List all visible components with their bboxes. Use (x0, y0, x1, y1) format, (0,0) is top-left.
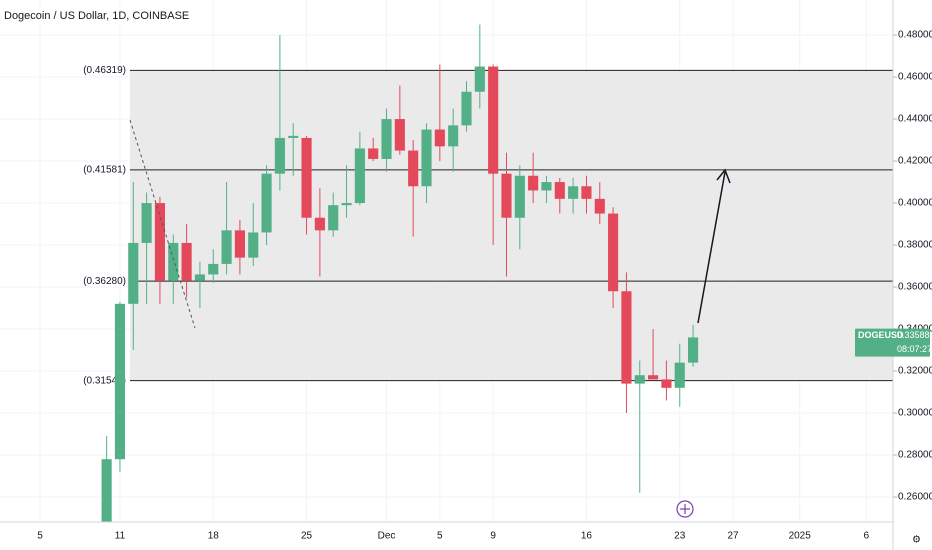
arrow-head (716, 168, 731, 184)
candle-body (421, 129, 432, 187)
candle-body (341, 203, 352, 206)
y-tick-label: 0.42000 (898, 156, 932, 167)
candle-body (221, 230, 232, 264)
x-tick-label: 11 (115, 531, 126, 542)
candle-body (181, 242, 192, 281)
y-tick-label: 0.30000 (898, 408, 932, 419)
candle-body (688, 337, 699, 363)
x-tick-label: 5 (37, 531, 43, 542)
candle-body (168, 242, 179, 281)
candle-body (288, 135, 299, 138)
y-tick-label: 0.38000 (898, 240, 932, 251)
candle-body (474, 66, 485, 92)
indicator-icon[interactable] (676, 500, 694, 518)
candle-body (141, 203, 152, 243)
candle-layer (101, 24, 699, 522)
zone-layer: (0.46319) (0.41581) (0.36280) (0.31542) (83, 65, 893, 386)
y-tick-label: 0.44000 (898, 114, 932, 125)
x-tick-label: 25 (301, 531, 313, 542)
candle-body (528, 175, 539, 191)
candle-body (514, 175, 525, 218)
candle-body (648, 375, 659, 380)
level-label: (0.41581) (83, 164, 126, 175)
candle-body (674, 362, 685, 388)
x-tick-label: 9 (490, 531, 496, 542)
x-tick-label: 6 (864, 531, 870, 542)
candle-body (328, 205, 339, 231)
level-label: (0.31542) (83, 375, 126, 386)
x-tick-label: 23 (674, 531, 686, 542)
candle-body (608, 213, 619, 292)
settings-icon[interactable]: ⚙ (912, 535, 921, 546)
y-tick-label: 0.26000 (898, 492, 932, 503)
x-tick-label: 5 (437, 531, 443, 542)
candle-body (461, 91, 472, 126)
y-tick-label: 0.36000 (898, 282, 932, 293)
candle-body (194, 274, 205, 281)
candle-body (274, 137, 285, 174)
candle-body (541, 182, 552, 191)
candle-body (234, 230, 245, 258)
y-tick-label: 0.40000 (898, 198, 932, 209)
y-tick-label: 0.32000 (898, 366, 932, 377)
candle-body (661, 379, 672, 388)
candle-body (581, 186, 592, 199)
y-tick-label: 0.46000 (898, 72, 932, 83)
y-tick-label: 0.28000 (898, 450, 932, 461)
candle-body (568, 186, 579, 199)
candle-body (501, 173, 512, 218)
candle-body (381, 119, 392, 159)
candle-body (261, 173, 272, 233)
candle-body (488, 66, 499, 174)
x-tick-label: 27 (727, 531, 739, 542)
candle-body (128, 242, 139, 304)
range-zone (130, 70, 893, 381)
candle-body (554, 182, 565, 199)
candle-body (208, 263, 219, 275)
candle-body (634, 375, 645, 384)
candle-body (448, 125, 459, 147)
trend-line (129, 119, 196, 329)
chart-title: Dogecoin / US Dollar, 1D, COINBASE (4, 10, 189, 22)
candle-body (621, 291, 632, 384)
candle-body (101, 459, 112, 522)
countdown: 08:07:27 (897, 344, 932, 354)
candle-body (434, 129, 445, 147)
y-tick-label: 0.48000 (898, 30, 932, 41)
candle-body (354, 148, 365, 204)
candle-body (114, 303, 126, 460)
price-tag (855, 328, 930, 357)
candle-body (301, 137, 312, 218)
candle-body (368, 148, 379, 159)
last-price: 0.33588 (897, 330, 930, 340)
x-tick-label: 2025 (789, 531, 812, 542)
level-label: (0.36280) (83, 276, 126, 287)
candle-body (594, 198, 605, 214)
x-tick-label: Dec (378, 531, 396, 542)
forecast-arrow (697, 171, 726, 324)
level-label: (0.46319) (83, 65, 126, 76)
title-bg (0, 6, 150, 26)
candle-body (154, 203, 166, 281)
candle-body (314, 217, 325, 231)
axis-layer: 0.260000.280000.300000.320000.340000.360… (37, 30, 932, 542)
candle-body (408, 150, 419, 187)
symbol-label: DOGEUSD (858, 330, 904, 340)
x-tick-label: 16 (581, 531, 593, 542)
x-tick-label: 18 (208, 531, 220, 542)
candle-body (394, 119, 405, 151)
candle-body (248, 232, 259, 258)
